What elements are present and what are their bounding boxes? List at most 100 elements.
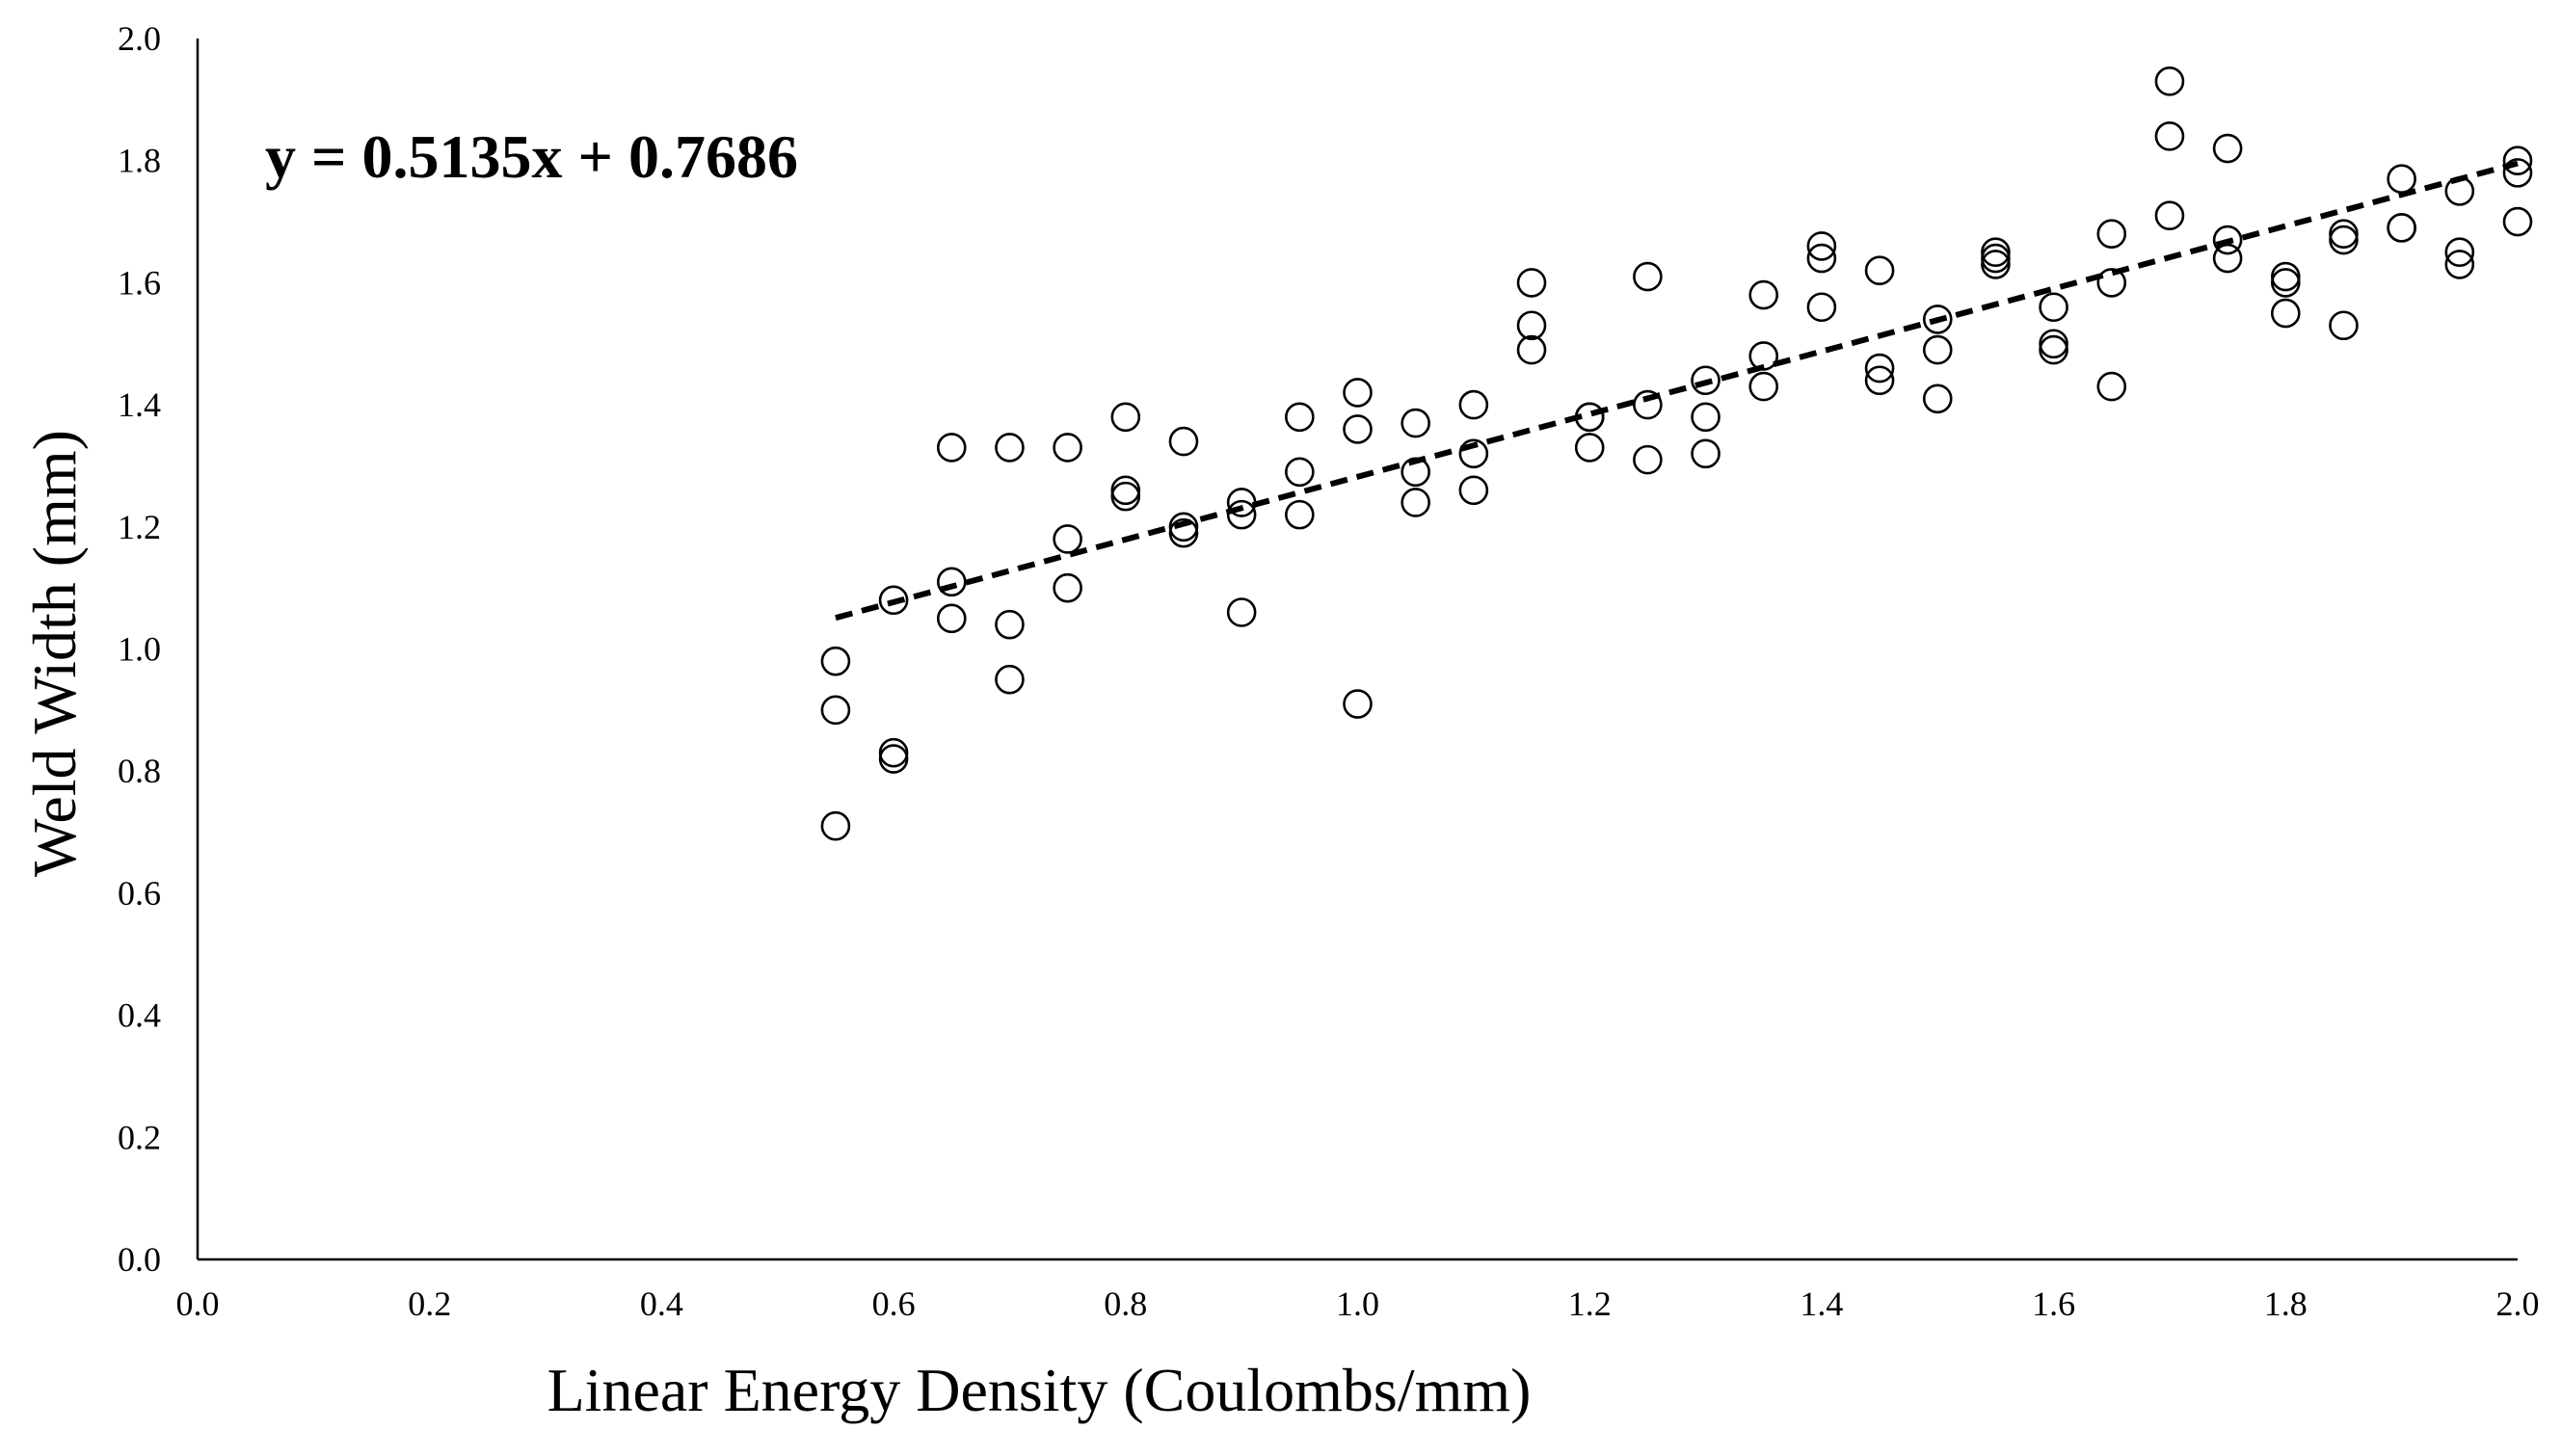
data-point: [1981, 250, 2011, 279]
data-point: [936, 567, 967, 597]
data-point: [2444, 237, 2475, 268]
x-tick-label: 0.2: [408, 1284, 451, 1323]
y-tick-label: 2.0: [118, 19, 161, 58]
data-point: [2154, 200, 2185, 231]
data-point: [2096, 371, 2127, 402]
data-point: [995, 664, 1025, 695]
data-point: [878, 737, 909, 768]
y-tick-labels: 0.0 0.2 0.4 0.6 0.8 1.0 1.2 1.4 1.6 1.8 2.0: [118, 19, 161, 1279]
data-point: [1168, 426, 1199, 457]
data-point: [2329, 310, 2359, 341]
x-tick-label: 1.2: [1568, 1284, 1612, 1323]
data-point: [995, 433, 1025, 463]
data-point: [1110, 481, 1141, 512]
data-point: [878, 744, 909, 774]
data-point: [1053, 524, 1082, 554]
data-point: [1864, 365, 1895, 396]
data-point: [820, 810, 851, 841]
data-point: [1226, 597, 1257, 627]
data-point: [1922, 304, 1953, 334]
data-point: [1343, 414, 1373, 444]
data-point: [2387, 164, 2416, 195]
data-point: [2502, 206, 2533, 237]
data-point: [1864, 353, 1895, 384]
data-point: [2444, 250, 2475, 279]
data-point: [1516, 334, 1547, 365]
data-point: [2329, 219, 2359, 250]
x-tick-label: 1.0: [1336, 1284, 1379, 1323]
x-tick-label: 0.0: [176, 1284, 220, 1323]
data-point: [1574, 433, 1605, 463]
x-tick-label: 1.4: [1800, 1284, 1843, 1323]
data-point: [2502, 158, 2533, 188]
x-tick-label: 1.8: [2264, 1284, 2308, 1323]
data-point: [1806, 231, 1837, 261]
data-point: [878, 585, 909, 616]
data-point: [2212, 133, 2243, 164]
data-point: [1806, 243, 1837, 274]
data-point: [2212, 225, 2243, 255]
axes: [196, 39, 2518, 1261]
data-point: [1458, 475, 1489, 506]
data-point: [1053, 572, 1082, 603]
data-point: [936, 433, 967, 463]
data-point: [2154, 66, 2185, 96]
data-point: [2212, 243, 2243, 274]
y-tick-label: 0.4: [118, 996, 161, 1035]
x-tick-label: 0.6: [872, 1284, 916, 1323]
data-point: [995, 609, 1025, 640]
data-point: [820, 646, 851, 676]
data-point: [1285, 457, 1315, 488]
y-tick-label: 1.8: [118, 142, 161, 180]
data-point: [2271, 298, 2301, 329]
data-point: [1285, 499, 1315, 530]
data-point: [1516, 310, 1547, 341]
data-point: [1633, 261, 1663, 292]
data-point: [1110, 402, 1141, 433]
data-point: [2039, 329, 2068, 359]
data-point: [1343, 689, 1373, 719]
data-point: [1633, 444, 1663, 475]
data-point: [2502, 146, 2533, 175]
data-point: [1691, 365, 1721, 396]
data-point: [936, 603, 967, 634]
x-tick-label: 0.4: [640, 1284, 683, 1323]
data-point: [1401, 488, 1430, 517]
data-point: [1864, 255, 1895, 286]
data-point: [1053, 433, 1082, 463]
data-point: [1691, 402, 1721, 433]
data-point: [1691, 438, 1721, 469]
y-tick-label: 0.2: [118, 1118, 161, 1156]
x-tick-label: 1.6: [2032, 1284, 2075, 1323]
y-tick-label: 0.8: [118, 752, 161, 790]
data-point: [1168, 512, 1199, 543]
y-tick-label: 1.2: [118, 508, 161, 546]
data-point: [2271, 261, 2301, 292]
data-point: [1806, 292, 1837, 323]
data-point: [1922, 384, 1953, 414]
y-tick-label: 1.4: [118, 385, 161, 424]
trendline-equation: y = 0.5135x + 0.7686: [265, 122, 798, 191]
trendline: [835, 160, 2519, 622]
data-point: [1401, 408, 1430, 438]
data-point: [820, 695, 851, 726]
x-axis-title: Linear Energy Density (Coulombs/mm): [547, 1356, 1532, 1424]
data-point: [2329, 225, 2359, 255]
y-axis-title: Weld Width (mm): [20, 430, 89, 877]
data-point: [1458, 389, 1489, 420]
y-tick-label: 0.6: [118, 874, 161, 913]
data-point: [2096, 268, 2127, 298]
data-point: [1981, 237, 2011, 268]
data-point: [1748, 371, 1779, 402]
data-point: [1285, 402, 1315, 433]
data-point: [1922, 334, 1953, 365]
data-point: [1110, 475, 1141, 506]
data-point: [2387, 213, 2416, 243]
x-tick-labels: 0.0 0.2 0.4 0.6 0.8 1.0 1.2 1.4 1.6 1.8 2.0: [176, 1284, 2540, 1323]
data-point: [2039, 292, 2068, 323]
data-point: [1516, 268, 1547, 298]
data-point: [1748, 279, 1779, 310]
data-point: [2039, 334, 2068, 365]
data-point: [1981, 243, 2011, 274]
